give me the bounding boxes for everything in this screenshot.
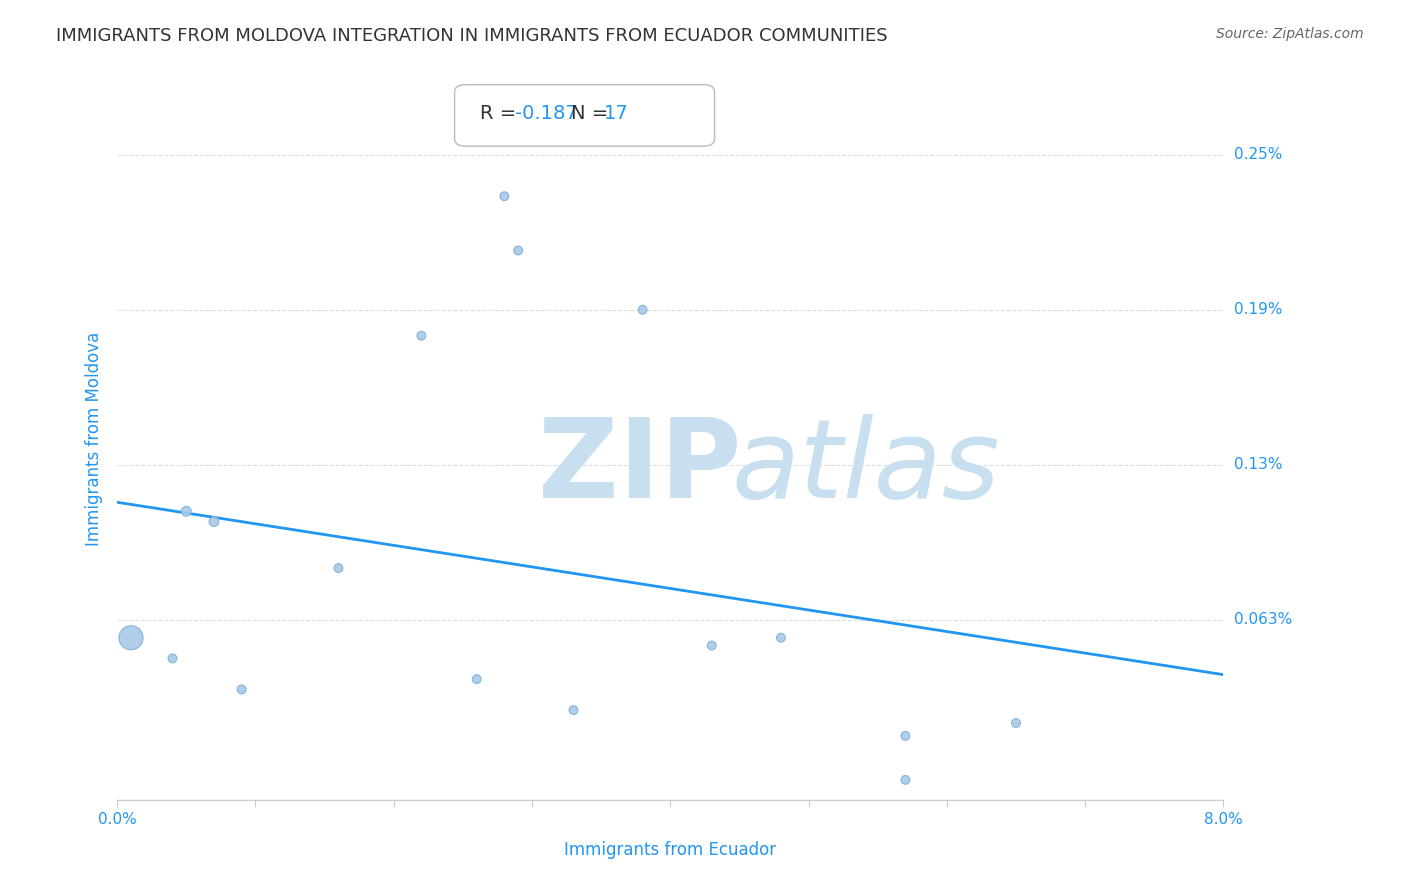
Point xyxy=(465,672,488,686)
Point xyxy=(411,328,433,343)
Text: Source: ZipAtlas.com: Source: ZipAtlas.com xyxy=(1216,27,1364,41)
Text: 17: 17 xyxy=(605,104,628,123)
Point xyxy=(894,772,917,787)
Point xyxy=(769,631,792,645)
X-axis label: Immigrants from Ecuador: Immigrants from Ecuador xyxy=(564,841,776,859)
Point xyxy=(1005,716,1028,731)
Text: 0.063%: 0.063% xyxy=(1234,612,1292,627)
Point xyxy=(328,561,350,575)
Point xyxy=(894,729,917,743)
Y-axis label: Immigrants from Moldova: Immigrants from Moldova xyxy=(86,332,103,546)
Text: -0.187: -0.187 xyxy=(516,104,578,123)
Text: N =: N = xyxy=(571,104,614,123)
Text: 0.19%: 0.19% xyxy=(1234,302,1284,318)
Point xyxy=(202,515,225,529)
Point xyxy=(631,302,654,317)
Point xyxy=(176,504,198,518)
Point xyxy=(120,631,142,645)
Text: 0.25%: 0.25% xyxy=(1234,147,1282,162)
Text: 0.13%: 0.13% xyxy=(1234,458,1284,472)
Point xyxy=(562,703,585,717)
Text: R =: R = xyxy=(479,104,523,123)
Text: IMMIGRANTS FROM MOLDOVA INTEGRATION IN IMMIGRANTS FROM ECUADOR COMMUNITIES: IMMIGRANTS FROM MOLDOVA INTEGRATION IN I… xyxy=(56,27,887,45)
Point xyxy=(508,244,530,258)
Point xyxy=(231,682,253,697)
FancyBboxPatch shape xyxy=(454,85,714,146)
Point xyxy=(494,189,516,203)
Point xyxy=(700,639,723,653)
Point xyxy=(162,651,184,665)
Text: ZIP: ZIP xyxy=(537,415,741,521)
Text: atlas: atlas xyxy=(731,415,1000,521)
